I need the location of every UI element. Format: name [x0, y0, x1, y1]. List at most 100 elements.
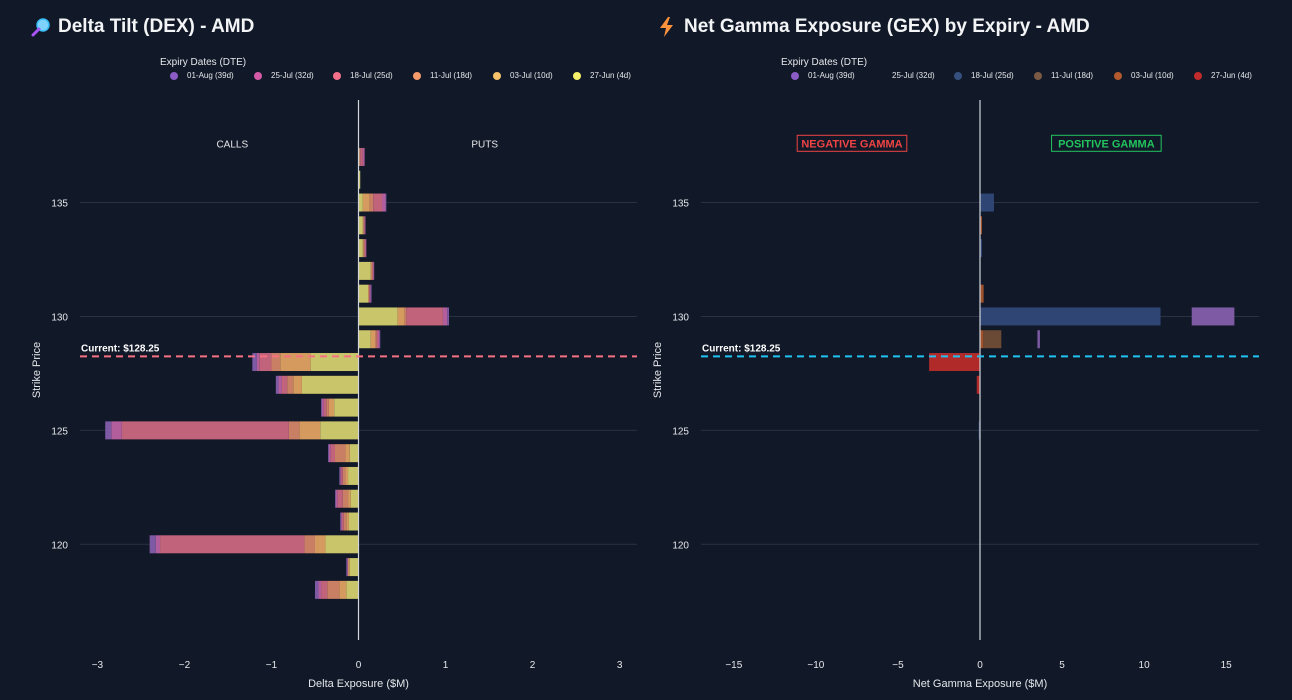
dex-legend[interactable]: 01-Aug (39d) 25-Jul (32d) 18-Jul (25d) 11-J… — [170, 71, 643, 80]
legend-marker — [1194, 71, 1202, 80]
dex-annotation: CALLS — [216, 139, 248, 150]
legend-item[interactable]: 25-Jul (32d) — [875, 71, 954, 80]
dex-bar-call — [341, 466, 343, 485]
dex-bar-put — [364, 239, 366, 258]
legend-marker — [1034, 71, 1042, 80]
dex-bar-put — [364, 216, 366, 235]
dex-bar-call — [345, 466, 349, 485]
dex-bar-call — [323, 398, 327, 417]
dex-bar-call — [278, 375, 282, 394]
gex-xtick-label: 15 — [1221, 660, 1233, 671]
dex-bar-call — [256, 353, 260, 372]
dex-bar-call — [304, 535, 315, 554]
legend-marker — [875, 71, 883, 80]
dex-bar-put — [362, 147, 365, 166]
dex-bar-call — [160, 535, 305, 554]
gex-bar — [1037, 330, 1040, 349]
dex-bar-put — [371, 261, 373, 280]
legend-item[interactable]: 01-Aug (39d) — [170, 71, 254, 80]
dex-xtick-label: −3 — [92, 660, 104, 671]
dex-bar-put — [372, 261, 374, 280]
dex-panel: Delta Tilt (DEX) - AMD Expiry Dates (DTE… — [31, 16, 643, 690]
dex-bar-call — [349, 444, 359, 463]
dex-bar-call — [346, 580, 359, 599]
dex-bar-call — [340, 466, 342, 485]
dex-bar-put — [370, 284, 372, 303]
dex-bar-call — [111, 421, 122, 440]
dex-bar-put — [368, 284, 369, 303]
legend-item[interactable]: 03-Jul (10d) — [493, 71, 573, 80]
dex-bar-call — [339, 580, 347, 599]
gex-bar — [980, 330, 984, 349]
dex-bar-call — [321, 580, 328, 599]
dex-bar-put — [362, 239, 364, 258]
gex-xtick-label: −15 — [725, 660, 742, 671]
dex-bar-call — [350, 489, 359, 508]
dex-bar-put — [381, 193, 386, 212]
legend-marker — [1114, 71, 1122, 80]
legend-item[interactable]: 27-Jun (4d) — [573, 71, 643, 80]
gex-bar — [1191, 307, 1235, 326]
dex-bar-put — [442, 307, 448, 326]
dex-bar-call — [330, 444, 336, 463]
gex-xtick-label: 0 — [977, 660, 983, 671]
dex-yaxis-title: Strike Price — [31, 342, 43, 398]
gex-bar — [980, 239, 982, 258]
dex-bar-call — [301, 375, 359, 394]
dex-bar-call — [325, 535, 359, 554]
dex-bar-put — [358, 239, 363, 258]
gex-bar — [976, 375, 980, 394]
legend-item[interactable]: 03-Jul (10d) — [1114, 71, 1194, 80]
dex-bar-put — [358, 261, 371, 280]
dex-bar-call — [348, 489, 351, 508]
legend-item[interactable]: 11-Jul (18d) — [413, 71, 493, 80]
gex-annotation-box — [1051, 134, 1162, 152]
dex-bar-call — [105, 421, 112, 440]
gex-yaxis-title: Strike Price — [652, 342, 664, 398]
dex-chart: 120 125 130 135 −3 −2 −1 0 1 2 3 Current: $128.25 CA… — [31, 100, 637, 690]
dex-bar-put — [447, 307, 450, 326]
dex-bar-call — [335, 444, 346, 463]
dex-title-text: Delta Tilt (DEX) - AMD — [58, 16, 255, 37]
gex-ytick-label: 120 — [672, 540, 689, 551]
dex-bar-call — [335, 489, 336, 508]
dex-bar-call — [149, 535, 156, 554]
dex-bar-put — [358, 193, 363, 212]
legend-item[interactable]: 11-Jul (18d) — [1034, 71, 1114, 80]
dex-bar-put — [376, 330, 379, 349]
gex-annotation-box — [796, 134, 908, 152]
gex-annotation: NEGATIVE GAMMA — [801, 138, 902, 150]
legend-label: 01-Aug (39d) — [808, 71, 855, 80]
dex-xtick-label: 1 — [443, 660, 449, 671]
dex-bar-put — [358, 307, 398, 326]
legend-label: 27-Jun (4d) — [590, 71, 631, 80]
dex-bar-put — [375, 330, 377, 349]
legend-item[interactable]: 18-Jul (25d) — [954, 71, 1034, 80]
legend-item[interactable]: 18-Jul (25d) — [333, 71, 413, 80]
legend-item[interactable]: 25-Jul (32d) — [254, 71, 333, 80]
gex-xtick-label: 5 — [1059, 660, 1065, 671]
dex-bar-call — [252, 353, 257, 372]
dex-bar-call — [337, 489, 343, 508]
dex-current-price-label: Current: $128.25 — [81, 343, 160, 354]
dex-bar-call — [349, 558, 359, 577]
dex-bar-call — [341, 512, 342, 531]
dex-bar-call — [281, 375, 288, 394]
gex-ytick-label: 125 — [672, 426, 689, 437]
gex-xtick-label: −10 — [807, 660, 824, 671]
legend-marker — [413, 71, 421, 80]
dex-legend-title: Expiry Dates (DTE) — [160, 57, 247, 68]
legend-item[interactable]: 01-Aug (39d) — [791, 71, 875, 80]
gex-chart: 120 125 130 135 −15 −10 −5 0 5 10 15 Current: $128.… — [652, 100, 1259, 690]
legend-label: 03-Jul (10d) — [510, 71, 553, 80]
dex-bar-call — [310, 353, 359, 372]
legend-item[interactable]: 27-Jun (4d) — [1194, 71, 1264, 80]
dex-xtick-label: −1 — [266, 660, 278, 671]
gex-legend[interactable]: 01-Aug (39d) 25-Jul (32d) 18-Jul (25d) 11-J… — [791, 71, 1264, 80]
dex-bar-call — [155, 535, 161, 554]
dex-annotation: PUTS — [471, 139, 498, 150]
dex-xtick-label: 2 — [530, 660, 536, 671]
dex-ytick-label: 135 — [51, 199, 68, 210]
dex-bar-call — [321, 398, 324, 417]
dex-bar-put — [397, 307, 405, 326]
